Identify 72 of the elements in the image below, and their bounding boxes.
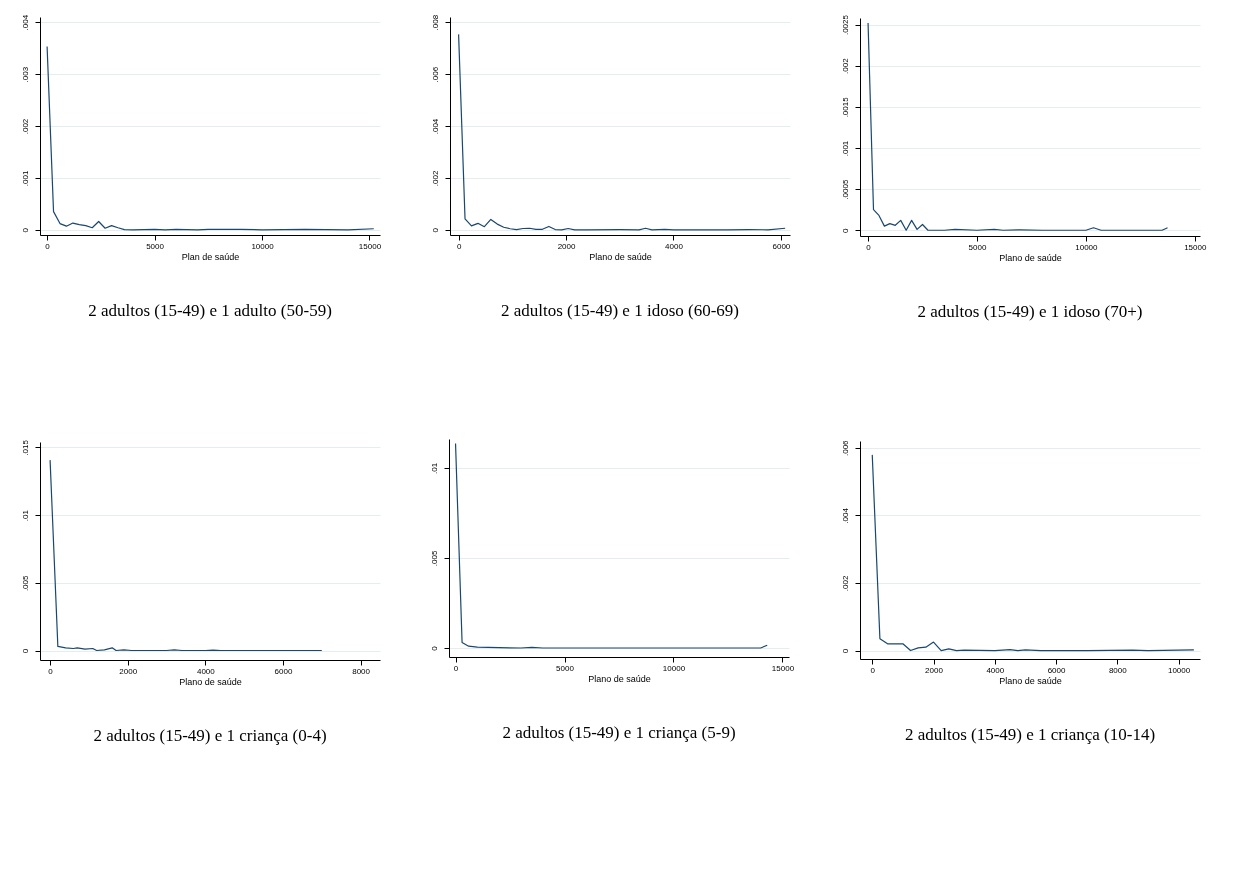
x-tick-label: 5000 (146, 241, 165, 251)
y-tick-label: .005 (20, 574, 30, 592)
y-tick-label: .006 (430, 66, 440, 83)
x-tick-label: 15000 (358, 241, 382, 251)
y-tick-label: 0 (429, 645, 439, 651)
x-tick-label: 2000 (925, 665, 944, 675)
y-tick-label: .004 (20, 14, 30, 31)
y-tick-label: .005 (429, 550, 439, 567)
x-tick-label: 4000 (986, 665, 1005, 675)
line-series (454, 442, 768, 649)
x-tick-label: 15000 (771, 663, 795, 673)
x-axis-title: Plano de saúde (589, 251, 652, 262)
y-tick-label: 0 (840, 227, 850, 233)
x-tick-label: 6000 (1047, 665, 1066, 675)
x-tick-label: 10000 (251, 241, 275, 251)
line-series (46, 45, 375, 231)
line-series (867, 22, 1169, 231)
text: 2 adultos (15-49) e 1 criança (10-14) (904, 725, 1156, 744)
x-tick-label: 8000 (1108, 665, 1128, 675)
y-tick-label: .001 (840, 140, 850, 157)
y-tick-label: .01 (429, 462, 439, 474)
y-tick-label: .003 (20, 66, 30, 83)
x-tick-label: 6000 (772, 241, 791, 251)
x-tick-label: 10000 (1075, 242, 1099, 252)
text: 2 adultos (15-49) e 1 idoso (70+) (917, 302, 1143, 321)
x-tick-label: 0 (456, 241, 462, 251)
y-tick-label: .002 (840, 575, 850, 592)
x-tick-label: 0 (453, 663, 459, 673)
y-tick-label: 0 (430, 227, 440, 233)
x-axis-title: Plan de saúde (181, 251, 240, 262)
y-tick-label: .0025 (840, 14, 850, 36)
y-tick-label: .004 (840, 507, 850, 524)
x-tick-label: 10000 (1167, 665, 1191, 675)
x-tick-label: 4000 (196, 666, 216, 676)
y-tick-label: .002 (20, 118, 30, 135)
x-tick-label: 0 (870, 665, 876, 675)
y-tick-label: .008 (430, 14, 440, 31)
y-tick-label: .002 (840, 57, 850, 74)
x-tick-label: 2000 (557, 241, 576, 251)
x-tick-label: 0 (866, 242, 872, 252)
x-tick-label: 5000 (556, 663, 575, 673)
y-tick-label: .006 (840, 439, 850, 457)
y-tick-label: .002 (430, 170, 440, 187)
y-tick-label: .0015 (840, 96, 850, 118)
y-tick-label: .01 (20, 509, 30, 522)
line-series (49, 459, 323, 652)
x-tick-label: 6000 (274, 666, 293, 676)
x-axis-title: Plano de saúde (999, 252, 1062, 263)
x-tick-label: 5000 (968, 242, 987, 252)
y-tick-label: 0 (20, 648, 30, 654)
y-tick-label: .015 (20, 439, 30, 456)
y-tick-label: .001 (20, 170, 30, 187)
line-series (871, 454, 1195, 652)
x-tick-label: 4000 (665, 241, 684, 251)
x-tick-label: 2000 (119, 666, 138, 676)
text: 2 adultos (15-49) e 1 criança (5-9) (502, 723, 736, 742)
line-series (457, 33, 786, 231)
x-axis-title: Plano de saúde (999, 675, 1062, 686)
y-tick-label: .0005 (840, 179, 850, 200)
x-axis-title: Plano de saúde (179, 676, 242, 687)
x-tick-label: 15000 (1184, 242, 1207, 252)
x-axis-title: Plano de saúde (588, 673, 651, 684)
text: 2 adultos (15-49) e 1 criança (0-4) (93, 726, 327, 745)
y-tick-label: 0 (840, 648, 850, 654)
x-tick-label: 0 (45, 241, 51, 251)
y-tick-label: 0 (20, 227, 30, 233)
text: 2 adultos (15-49) e 1 idoso (60-69) (501, 301, 739, 320)
y-tick-label: .004 (430, 118, 440, 135)
text: 2 adultos (15-49) e 1 adulto (50-59) (88, 301, 332, 320)
x-tick-label: 0 (48, 666, 54, 676)
x-tick-label: 8000 (352, 666, 371, 676)
x-tick-label: 10000 (662, 663, 686, 673)
